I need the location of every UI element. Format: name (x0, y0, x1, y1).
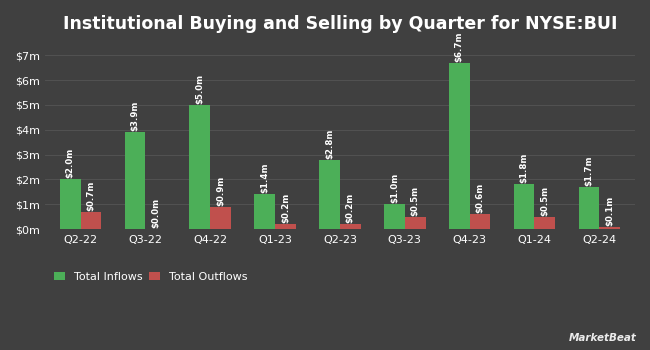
Bar (125, 132, 146, 229)
Text: $0.2m: $0.2m (346, 193, 355, 223)
Bar (514, 184, 534, 229)
Bar (190, 105, 210, 229)
Text: $1.7m: $1.7m (584, 155, 593, 186)
Text: $0.2m: $0.2m (281, 193, 290, 223)
Text: $1.0m: $1.0m (390, 173, 399, 203)
Bar (470, 214, 490, 229)
Text: MarketBeat: MarketBeat (569, 333, 637, 343)
Text: $1.8m: $1.8m (519, 153, 528, 183)
Text: $3.9m: $3.9m (131, 101, 140, 131)
Text: $1.4m: $1.4m (260, 163, 269, 194)
Bar (275, 224, 296, 229)
Bar (319, 160, 340, 229)
Bar (81, 212, 101, 229)
Text: $5.0m: $5.0m (196, 74, 204, 104)
Bar (578, 187, 599, 229)
Text: $0.9m: $0.9m (216, 176, 225, 206)
Bar (405, 217, 426, 229)
Bar (449, 63, 470, 229)
Bar (534, 217, 555, 229)
Bar (254, 194, 275, 229)
Text: $0.1m: $0.1m (605, 195, 614, 226)
Bar (340, 224, 361, 229)
Bar (60, 180, 81, 229)
Title: Institutional Buying and Selling by Quarter for NYSE:BUI: Institutional Buying and Selling by Quar… (62, 15, 618, 33)
Text: $0.6m: $0.6m (476, 183, 484, 213)
Legend: Total Inflows, Total Outflows: Total Inflows, Total Outflows (51, 268, 251, 285)
Bar (210, 207, 231, 229)
Text: $0.5m: $0.5m (411, 186, 420, 216)
Bar (599, 227, 620, 229)
Text: $0.5m: $0.5m (540, 186, 549, 216)
Text: $2.8m: $2.8m (325, 128, 334, 159)
Bar (384, 204, 405, 229)
Text: $6.7m: $6.7m (455, 31, 463, 62)
Text: $0.7m: $0.7m (86, 180, 96, 211)
Text: $2.0m: $2.0m (66, 148, 75, 178)
Text: $0.0m: $0.0m (151, 198, 161, 228)
